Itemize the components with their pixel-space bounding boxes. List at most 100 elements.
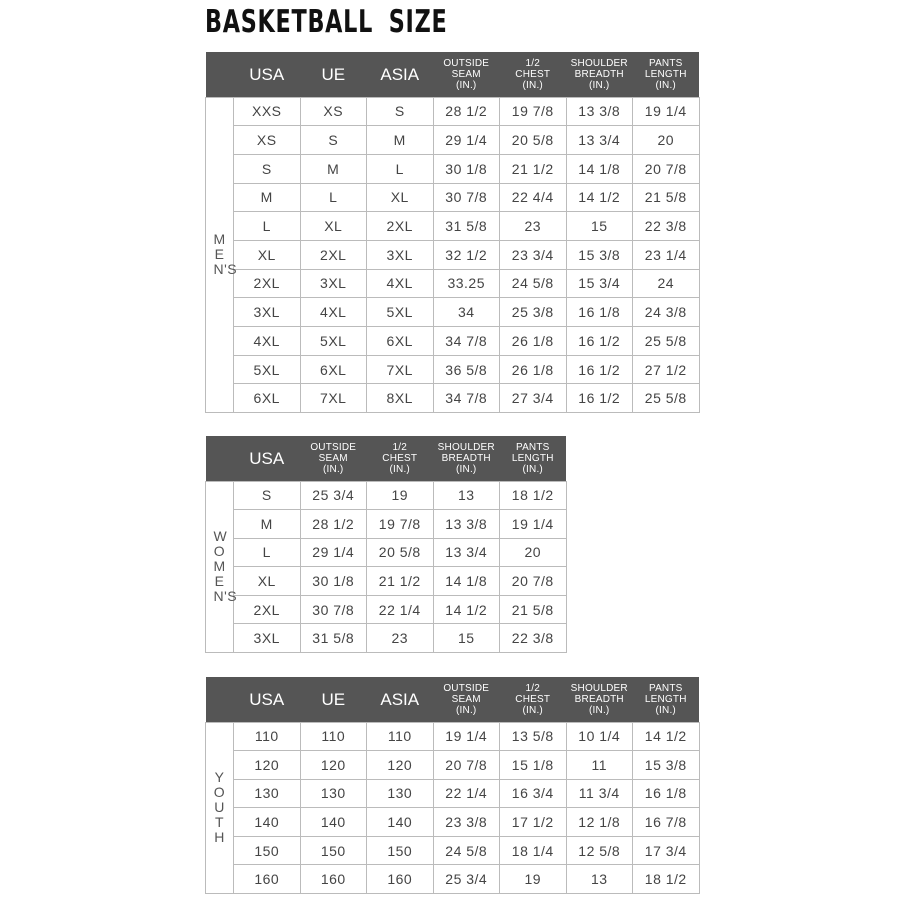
table-cell: 19 7/8 [366,509,434,539]
table-cell: 31 5/8 [432,211,500,241]
table-cell: 19 1/4 [432,721,500,752]
table-row: S M L 30 1/8 21 1/2 14 1/8 20 7/8 [206,153,700,184]
column-header: OUTSIDE SEAM (IN.) [433,677,500,722]
table-cell: 120 [366,750,434,780]
table-cell: 2XL [233,594,301,625]
table-cell: 21 5/8 [499,594,567,625]
table-cell: 22 3/8 [499,623,567,654]
table-cell: 19 1/4 [632,96,700,127]
table-cell: 110 [233,721,301,752]
table-cell: 6XL [366,326,434,356]
column-header: USA [233,52,300,97]
table-row: XL 30 1/8 21 1/2 14 1/8 20 7/8 [206,566,567,596]
table-cell: 3XL [299,268,367,299]
table-cell: 20 [632,125,700,155]
table-cell: 130 [366,778,434,809]
column-header: 1/2 CHEST (IN.) [366,436,433,481]
table-cell: 150 [366,835,434,866]
table-cell: 30 7/8 [432,182,500,213]
header-blank [205,436,234,481]
table-cell: 30 1/8 [432,153,500,184]
table-cell: 18 1/2 [499,480,567,511]
table-row: 140 140 140 23 3/8 17 1/2 12 1/8 16 7/8 [206,807,700,837]
table-cell: 15 3/8 [632,750,700,780]
mens-size-table: USA UE ASIA OUTSIDE SEAM (IN.) 1/2 CHEST (IN… [205,52,700,414]
table-cell: 120 [233,750,301,780]
table-cell: 26 1/8 [499,326,567,356]
table-cell: 15 1/8 [499,750,567,780]
table-cell: 27 1/2 [632,354,700,385]
table-cell: 14 1/8 [565,153,633,184]
column-header: 1/2 CHEST (IN.) [499,677,566,722]
table-cell: 34 7/8 [432,383,500,414]
table-row: 120 120 120 20 7/8 15 1/8 11 15 3/8 [206,750,700,780]
table-cell: 5XL [366,297,434,327]
table-row: 130 130 130 22 1/4 16 3/4 11 3/4 16 1/8 [206,778,700,809]
table-cell: XL [299,211,367,241]
table-row: XS S M 29 1/4 20 5/8 13 3/4 20 [206,125,700,155]
side-label: MEN'S [205,96,237,414]
table-row: 3XL 4XL 5XL 34 25 3/8 16 1/8 24 3/8 [206,297,700,327]
table-cell: 10 1/4 [565,721,633,752]
table-cell: L [233,211,301,241]
column-header: PANTS LENGTH (IN.) [632,677,699,722]
column-header: USA [233,677,300,722]
table-cell: 32 1/2 [432,239,500,270]
table-cell: 5XL [299,326,367,356]
table-cell: XL [233,566,301,596]
table-cell: M [233,509,301,539]
table-cell: 16 1/8 [632,778,700,809]
table-row: M L XL 30 7/8 22 4/4 14 1/2 21 5/8 [206,182,700,213]
table-cell: 16 1/2 [565,354,633,385]
table-row: L XL 2XL 31 5/8 23 15 22 3/8 [206,211,700,241]
column-header: OUTSIDE SEAM (IN.) [433,52,500,97]
table-cell: 25 3/4 [432,864,500,895]
table-cell: 17 3/4 [632,835,700,866]
table-row: 150 150 150 24 5/8 18 1/4 12 5/8 17 3/4 [206,835,700,866]
table-cell: 110 [366,721,434,752]
column-header: PANTS LENGTH (IN.) [499,436,566,481]
table-cell: 31 5/8 [299,623,367,654]
table-row: XL 2XL 3XL 32 1/2 23 3/4 15 3/8 23 1/4 [206,239,700,270]
table-cell: 21 1/2 [366,566,434,596]
table-cell: 7XL [366,354,434,385]
table-cell: 25 5/8 [632,326,700,356]
table-cell: 20 5/8 [366,537,434,568]
table-cell: S [366,96,434,127]
table-cell: 11 3/4 [565,778,633,809]
table-cell: 140 [299,807,367,837]
table-cell: 140 [366,807,434,837]
table-cell: 16 7/8 [632,807,700,837]
table-row: 2XL 3XL 4XL 33.25 24 5/8 15 3/4 24 [206,268,700,299]
column-header: PANTS LENGTH (IN.) [632,52,699,97]
table-cell: 30 1/8 [299,566,367,596]
table-cell: XL [366,182,434,213]
table-cell: 120 [299,750,367,780]
table-cell: 34 7/8 [432,326,500,356]
table-cell: 13 5/8 [499,721,567,752]
table-cell: 15 [565,211,633,241]
table-cell: 14 1/2 [432,594,500,625]
header-row: USA UE ASIA OUTSIDE SEAM (IN.) 1/2 CHEST (IN… [205,52,699,97]
table-cell: 130 [299,778,367,809]
table-cell: 20 7/8 [632,153,700,184]
table-header: USA UE ASIA OUTSIDE SEAM (IN.) 1/2 CHEST (IN… [205,52,699,97]
table-cell: 14 1/8 [432,566,500,596]
table-cell: 22 1/4 [366,594,434,625]
table-cell: 26 1/8 [499,354,567,385]
table-cell: 16 1/8 [565,297,633,327]
page-title: BASKETBALL SIZE [205,4,448,40]
side-label-text: WOMEN'S [213,528,238,605]
table-cell: 110 [299,721,367,752]
table-row: 3XL 31 5/8 23 15 22 3/8 [206,623,567,654]
youth-size-table: USA UE ASIA OUTSIDE SEAM (IN.) 1/2 CHEST (IN… [205,677,700,895]
table-cell: 16 3/4 [499,778,567,809]
table-cell: 4XL [299,297,367,327]
table-cell: 160 [299,864,367,895]
column-header: UE [300,677,367,722]
table-row: 4XL 5XL 6XL 34 7/8 26 1/8 16 1/2 25 5/8 [206,326,700,356]
side-label: YOUTH [205,721,234,895]
table-cell: S [299,125,367,155]
table-cell: 13 [432,480,500,511]
table-body: WOMEN'S S 25 3/4 19 13 18 1/2 M 28 1/2 19 7/8 13 … [205,480,567,654]
